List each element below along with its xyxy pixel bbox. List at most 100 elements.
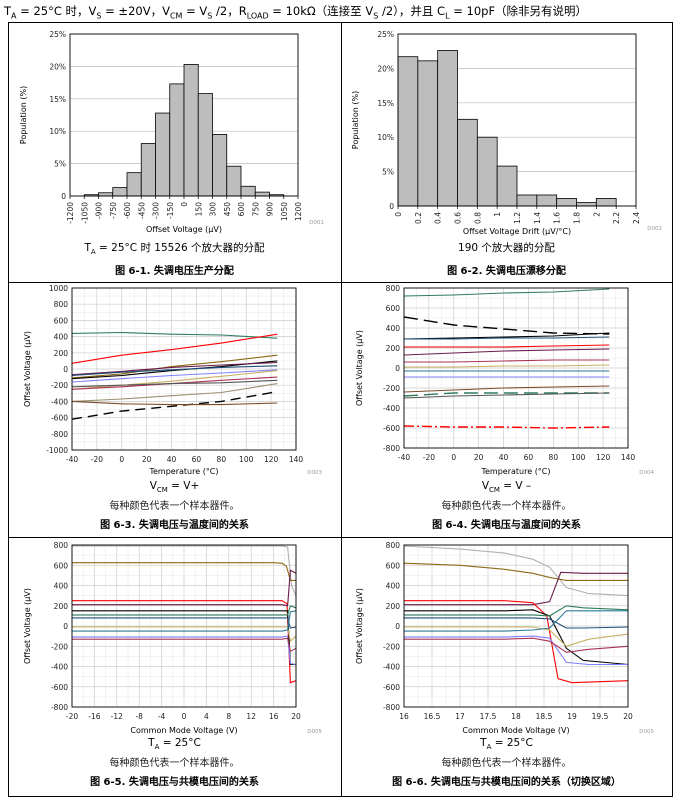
- y-tick-label: 200: [386, 344, 401, 353]
- y-tick-label: -600: [383, 683, 400, 692]
- x-tick-label: -600: [123, 202, 132, 219]
- x-tick-label: 150: [194, 202, 203, 217]
- x-tick-label: 1.8: [573, 212, 582, 224]
- figure-subtitle: TA = 25°C 时 15526 个放大器的分配: [84, 242, 265, 257]
- y-tick-label: 400: [386, 582, 401, 591]
- series-line: [72, 569, 296, 607]
- histogram-bar: [226, 165, 242, 197]
- histogram-bar: [516, 194, 538, 207]
- histogram-bar: [397, 56, 419, 207]
- y-tick-label: -800: [51, 430, 68, 439]
- row-divider-2: [9, 537, 672, 538]
- histogram-bar: [183, 64, 199, 197]
- y-tick-label: 400: [386, 324, 401, 333]
- x-tick-label: 600: [237, 202, 246, 217]
- figure-description: 每种颜色代表一个样本器件。: [441, 501, 572, 512]
- y-tick-label: 25%: [377, 30, 394, 39]
- y-tick-label: 20%: [49, 62, 66, 71]
- y-tick-label: 5%: [382, 168, 394, 177]
- y-tick-label: 800: [386, 284, 401, 293]
- series-line: [404, 637, 628, 653]
- x-tick-label: 16.5: [424, 712, 441, 721]
- figure-6-2: 0 5% 10% 15% 20% 25% 0 0.2 0.4 0.6 0.8 1 1.2 1.4 1.6 1.…: [340, 22, 673, 282]
- x-tick-label: 20: [291, 712, 301, 721]
- y-axis-label: Offset Voltage (μV): [355, 330, 364, 406]
- series-line: [404, 425, 610, 429]
- figure-subtitle: TA = 25°C: [480, 737, 533, 752]
- series-line: [72, 331, 278, 339]
- series-line: [72, 610, 296, 632]
- y-axis-label: Offset Voltage (μV): [355, 588, 364, 664]
- offset-voltage-histogram: 0 5% 10% 15% 20% 25% -1200 -1050 -900 -750 -600 -45…: [19, 30, 324, 234]
- x-axis-label: Common Mode Voltage (V): [462, 726, 569, 735]
- figure-subtitle: VCM = V –: [481, 480, 532, 495]
- x-tick-label: 0.8: [473, 212, 482, 224]
- series-line: [72, 635, 296, 666]
- series-line: [404, 562, 628, 581]
- x-axis-label: Temperature (°C): [148, 467, 218, 476]
- y-tick-label: -400: [383, 404, 400, 413]
- plot-frame: [69, 33, 299, 197]
- x-tick-label: 0.2: [414, 212, 423, 224]
- series-line: [72, 369, 278, 383]
- series-line: [404, 288, 610, 297]
- y-tick-label: 15%: [49, 95, 66, 104]
- histogram-bar: [417, 60, 439, 207]
- x-tick-label: -300: [152, 202, 161, 219]
- series-line: [72, 383, 278, 402]
- histogram-bar: [437, 50, 458, 207]
- series-line: [404, 609, 628, 666]
- x-tick-label: -900: [95, 202, 104, 219]
- x-tick-label: 4: [204, 712, 209, 721]
- series-line: [72, 562, 296, 581]
- y-tick-label: 400: [54, 582, 69, 591]
- y-tick-label: 0: [63, 622, 68, 631]
- x-tick-label: 140: [289, 455, 304, 464]
- y-tick-label: 600: [386, 561, 401, 570]
- x-tick-label: 1.2: [513, 212, 522, 224]
- series-line: [72, 400, 278, 406]
- y-tick-label: -800: [383, 444, 400, 453]
- offset-drift-histogram: 0 5% 10% 15% 20% 25% 0 0.2 0.4 0.6 0.8 1 1.2 1.4 1.6 1.…: [351, 30, 662, 236]
- figure-caption: 图 6-2. 失调电压漂移分配: [447, 266, 566, 277]
- histogram-bar: [556, 198, 577, 207]
- series-line: [404, 385, 610, 393]
- x-tick-label: -40: [66, 455, 78, 464]
- series-line: [404, 336, 610, 340]
- offset-vs-temperature-chart-vplus: -1000-800-600-400-20002004006008001000-4…: [23, 284, 322, 476]
- series-line: [72, 333, 278, 364]
- y-tick-label: 200: [54, 349, 69, 358]
- series-line: [72, 354, 278, 379]
- y-tick-label: 0: [395, 364, 400, 373]
- y-tick-label: -400: [51, 663, 68, 672]
- x-tick-label: 750: [251, 202, 260, 217]
- figure-6-6: -800 -600 -400 -200 0 200 400 600 800 16 16.5 17 17.…: [340, 537, 673, 797]
- series-line: [72, 605, 296, 616]
- x-tick-label: 0.6: [454, 212, 463, 224]
- y-tick-label: 25%: [49, 30, 66, 39]
- y-tick-label: 0: [63, 365, 68, 374]
- y-tick-label: -200: [51, 642, 68, 651]
- series-line: [72, 626, 296, 643]
- figure-description: 每种颜色代表一个样本器件。: [441, 758, 572, 769]
- figure-code: D005: [639, 729, 654, 735]
- figure-description: 每种颜色代表一个样本器件。: [109, 501, 240, 512]
- y-tick-label: 200: [386, 602, 401, 611]
- figure-caption: 图 6-4. 失调电压与温度间的关系: [432, 520, 581, 531]
- x-tick-label: -12: [111, 712, 123, 721]
- figure-caption: 图 6-6. 失调电压与共模电压间的关系（切换区域）: [392, 777, 621, 788]
- x-tick-label: 0: [451, 453, 456, 462]
- y-tick-label: 10%: [49, 127, 66, 136]
- y-tick-label: -200: [51, 381, 68, 390]
- series-line: [72, 545, 296, 596]
- histogram-bar: [98, 192, 114, 197]
- histogram-bar: [197, 93, 213, 197]
- y-tick-label: 0: [395, 622, 400, 631]
- figure-6-3: -1000 -800 -600 -400 -200 0 200 400 600 800 1000 -4…: [8, 282, 341, 537]
- series-line: [72, 361, 278, 376]
- y-tick-label: 5%: [54, 160, 66, 169]
- x-axis-label: Common Mode Voltage (V): [130, 726, 237, 735]
- x-tick-label: -1200: [66, 202, 75, 224]
- x-tick-label: 2.4: [632, 212, 641, 224]
